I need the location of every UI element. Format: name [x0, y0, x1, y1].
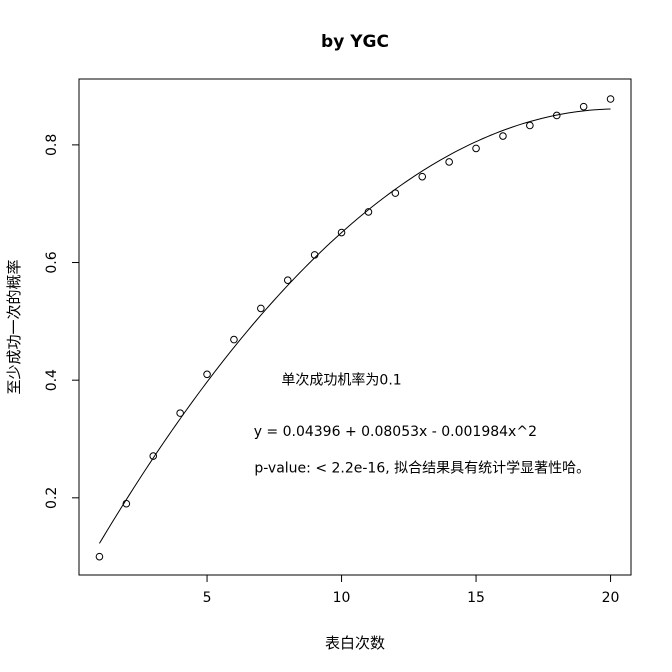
annotation-text: p-value: < 2.2e-16, 拟合结果具有统计学显著性哈。: [254, 461, 590, 477]
data-point: [499, 132, 507, 140]
data-point: [203, 370, 211, 379]
data-point: [122, 499, 131, 508]
y-tick-label: 0.8: [44, 134, 60, 156]
annotations: 单次成功机率为0.1 y = 0.04396 + 0.08053x - 0.001…: [254, 371, 590, 476]
chart-title: by YGC: [321, 32, 389, 52]
y-tick-label: 0.6: [44, 251, 60, 273]
x-axis-label: 表白次数: [325, 634, 385, 652]
data-point: [95, 552, 104, 561]
y-axis-label: 至少成功一次的概率: [5, 259, 23, 394]
x-tick-label: 10: [333, 590, 351, 606]
x-tick-label: 20: [602, 590, 620, 606]
y-axis: 0.2 0.4 0.6 0.8: [44, 134, 80, 509]
annotation-text: y = 0.04396 + 0.08053x - 0.001984x^2: [254, 424, 537, 440]
data-point: [606, 95, 615, 103]
data-point: [149, 452, 158, 460]
data-points: [95, 95, 615, 561]
data-point: [176, 409, 184, 417]
data-point: [552, 111, 561, 120]
data-point: [364, 208, 373, 216]
data-point: [579, 102, 588, 111]
x-tick-label: 5: [203, 590, 212, 606]
x-tick-label: 15: [467, 590, 485, 606]
y-tick-label: 0.4: [44, 369, 60, 391]
data-point: [526, 121, 534, 130]
data-point: [257, 304, 265, 313]
data-point: [391, 189, 400, 197]
plot-frame: [78, 78, 632, 576]
data-point: [230, 335, 238, 344]
data-point: [337, 228, 346, 237]
data-point: [472, 144, 480, 153]
data-point: [445, 158, 453, 166]
fit-line: [99, 108, 611, 544]
x-axis: 5 10 15 20: [203, 574, 620, 606]
data-point: [418, 172, 427, 181]
annotation-text: 单次成功机率为0.1: [281, 371, 401, 388]
data-point: [283, 276, 292, 284]
y-tick-label: 0.2: [44, 487, 60, 509]
data-point: [310, 251, 319, 259]
